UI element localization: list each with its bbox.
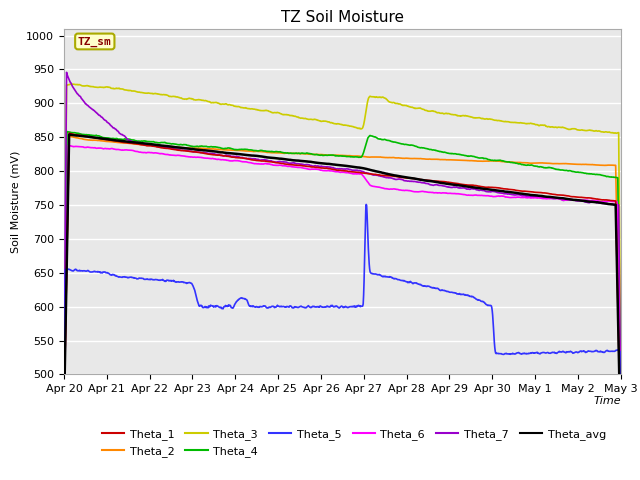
X-axis label: Time: Time xyxy=(593,396,621,406)
Y-axis label: Soil Moisture (mV): Soil Moisture (mV) xyxy=(11,150,20,253)
Title: TZ Soil Moisture: TZ Soil Moisture xyxy=(281,10,404,25)
Legend: Theta_1, Theta_2, Theta_3, Theta_4, Theta_5, Theta_6, Theta_7, Theta_avg: Theta_1, Theta_2, Theta_3, Theta_4, Thet… xyxy=(97,425,611,461)
Text: TZ_sm: TZ_sm xyxy=(78,36,111,47)
